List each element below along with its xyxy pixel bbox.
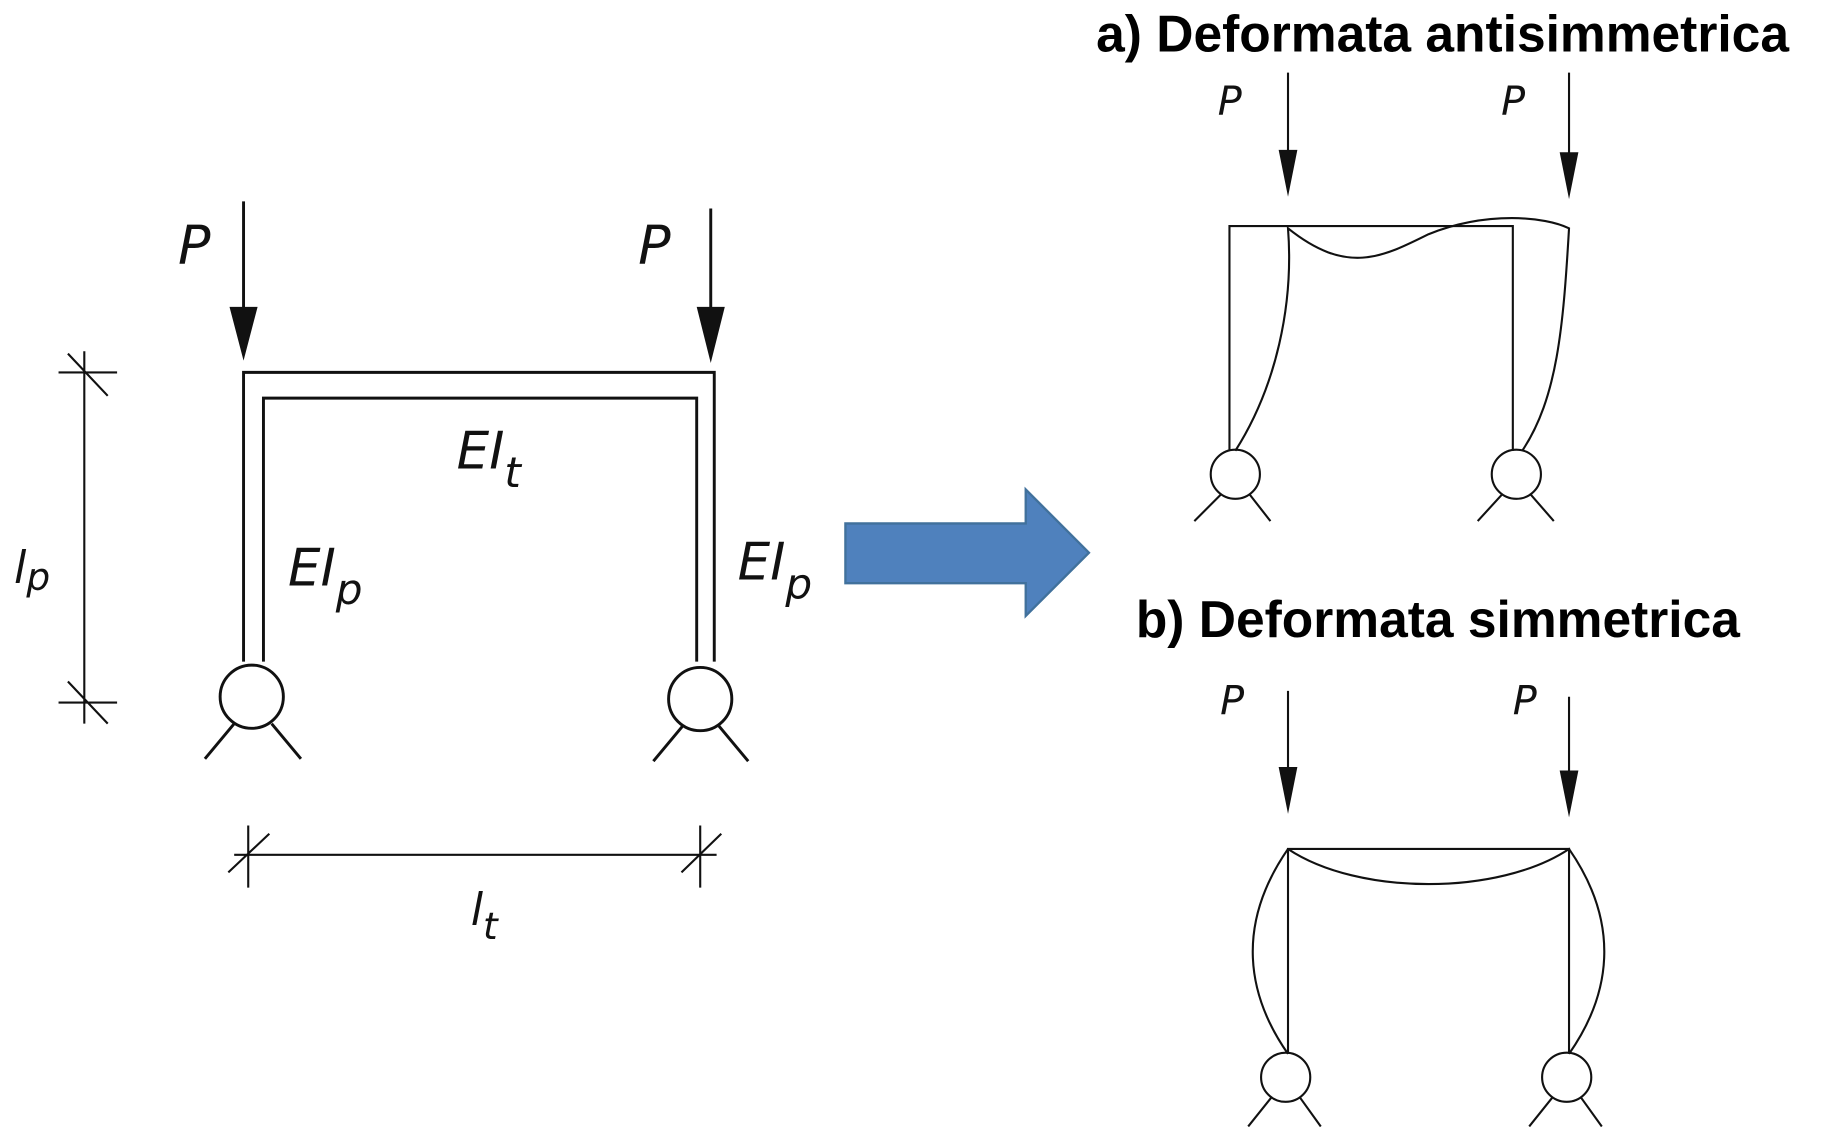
symmetric: b) Deformata simmetrica P P — [1136, 590, 1740, 1128]
beam-label: EIt — [457, 421, 523, 497]
arrowhead — [1278, 766, 1579, 818]
support — [667, 665, 734, 733]
load-label: P — [178, 213, 211, 276]
load-label: P — [1220, 678, 1244, 724]
support — [1209, 448, 1261, 500]
deformed-frame — [1251, 847, 1606, 1055]
load-label: P — [1513, 678, 1537, 724]
column-label: EIp — [738, 533, 813, 609]
support-legs — [1247, 1096, 1322, 1128]
support — [1260, 1051, 1312, 1103]
support-legs — [652, 725, 750, 763]
deformed-frame — [1234, 217, 1571, 452]
support — [1541, 1051, 1593, 1103]
support-legs — [1476, 493, 1555, 522]
support — [218, 663, 285, 730]
column-label: EIp — [288, 538, 363, 614]
load-label: P — [638, 213, 671, 276]
antisymmetric: a) Deformata antisimmetrica P P — [1096, 5, 1789, 522]
support-legs — [1528, 1096, 1603, 1128]
undeformed-frame — [1286, 847, 1571, 1054]
frame — [242, 370, 716, 662]
left-frame: P P EIt EIp EIp lp lt — [14, 201, 812, 948]
title: a) Deformata antisimmetrica — [1096, 5, 1789, 63]
support-legs — [1193, 493, 1272, 522]
arrowhead — [1278, 149, 1579, 200]
height-label: lp — [14, 543, 50, 599]
support-legs — [203, 722, 303, 760]
load-arrow — [1286, 72, 1571, 167]
height-dimension — [58, 351, 118, 725]
span-dimension — [227, 825, 723, 888]
load-arrow — [1286, 690, 1571, 776]
load-label: P — [1501, 79, 1525, 125]
arrow — [844, 486, 1091, 619]
span-label: lt — [471, 885, 499, 948]
title: b) Deformata simmetrica — [1136, 590, 1740, 648]
load-label: P — [1218, 79, 1242, 125]
arrowhead — [229, 306, 725, 364]
undeformed-frame — [1228, 224, 1514, 451]
support — [1490, 448, 1542, 500]
